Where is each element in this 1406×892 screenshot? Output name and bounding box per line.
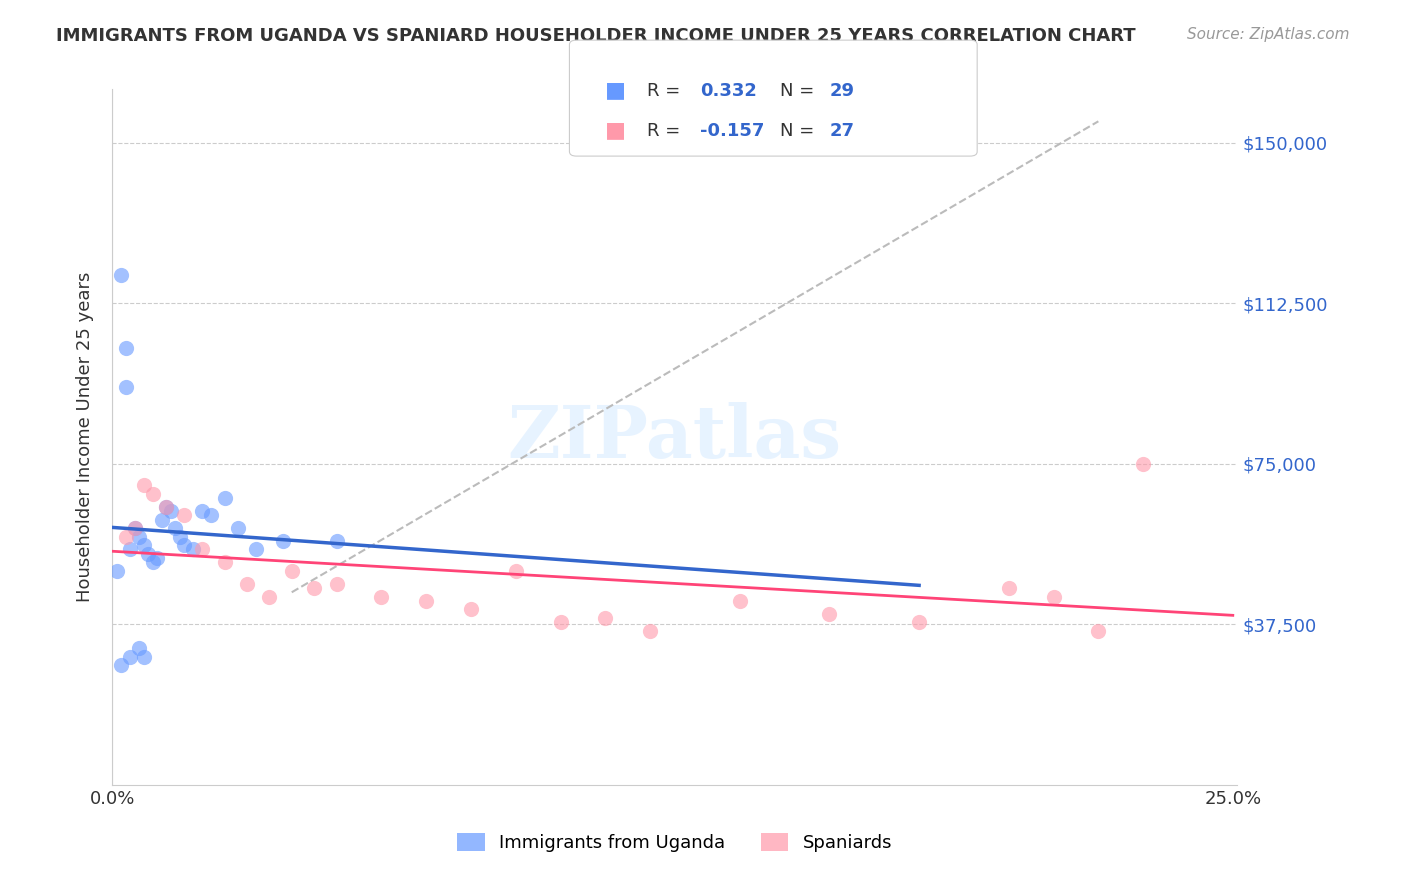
Point xyxy=(280,564,302,578)
Point xyxy=(1087,624,1109,638)
Point xyxy=(110,658,132,673)
Point xyxy=(1042,590,1064,604)
Point xyxy=(120,649,142,664)
Point xyxy=(728,594,751,608)
Text: ■: ■ xyxy=(605,80,626,100)
Point xyxy=(200,508,222,523)
Point xyxy=(146,551,169,566)
Text: ZIPatlas: ZIPatlas xyxy=(508,401,842,473)
Text: ■: ■ xyxy=(605,120,626,140)
Point xyxy=(302,581,325,595)
Point xyxy=(997,581,1019,595)
Text: N =: N = xyxy=(780,82,820,100)
Point xyxy=(124,521,146,535)
Point xyxy=(370,590,392,604)
Point xyxy=(165,521,187,535)
Legend: Immigrants from Uganda, Spaniards: Immigrants from Uganda, Spaniards xyxy=(450,826,900,859)
Point xyxy=(271,533,294,548)
Point xyxy=(908,615,931,630)
Point xyxy=(155,500,177,514)
Point xyxy=(236,576,259,591)
Point xyxy=(1132,457,1154,471)
Point xyxy=(150,512,173,526)
Point xyxy=(226,521,249,535)
Point xyxy=(142,555,165,569)
Text: 0.332: 0.332 xyxy=(700,82,756,100)
Point xyxy=(214,555,236,569)
Point xyxy=(325,533,347,548)
Point xyxy=(191,542,214,557)
Text: R =: R = xyxy=(647,82,686,100)
Text: IMMIGRANTS FROM UGANDA VS SPANIARD HOUSEHOLDER INCOME UNDER 25 YEARS CORRELATION: IMMIGRANTS FROM UGANDA VS SPANIARD HOUSE… xyxy=(56,27,1136,45)
Point xyxy=(105,564,128,578)
Point xyxy=(128,640,150,655)
Point xyxy=(159,504,181,518)
Text: N =: N = xyxy=(780,122,820,140)
Point xyxy=(115,380,138,394)
Point xyxy=(505,564,527,578)
Text: 29: 29 xyxy=(830,82,855,100)
Point xyxy=(214,491,236,505)
Text: R =: R = xyxy=(647,122,686,140)
Point xyxy=(818,607,841,621)
Point xyxy=(191,504,214,518)
Point xyxy=(132,649,155,664)
Y-axis label: Householder Income Under 25 years: Householder Income Under 25 years xyxy=(76,272,94,602)
Point xyxy=(124,521,146,535)
Point xyxy=(173,538,195,552)
Point xyxy=(128,530,150,544)
Point xyxy=(115,530,138,544)
Point xyxy=(638,624,661,638)
Text: 27: 27 xyxy=(830,122,855,140)
Point xyxy=(259,590,281,604)
Point xyxy=(142,487,165,501)
Point xyxy=(136,547,159,561)
Text: -0.157: -0.157 xyxy=(700,122,765,140)
Point xyxy=(595,611,617,625)
Point xyxy=(173,508,195,523)
Point xyxy=(115,341,138,355)
Point xyxy=(120,542,142,557)
Point xyxy=(181,542,204,557)
Point xyxy=(415,594,437,608)
Point xyxy=(550,615,572,630)
Point xyxy=(169,530,191,544)
Point xyxy=(132,478,155,492)
Point xyxy=(460,602,482,616)
Point xyxy=(325,576,347,591)
Point xyxy=(110,268,132,283)
Point xyxy=(155,500,177,514)
Text: Source: ZipAtlas.com: Source: ZipAtlas.com xyxy=(1187,27,1350,42)
Point xyxy=(245,542,267,557)
Point xyxy=(132,538,155,552)
